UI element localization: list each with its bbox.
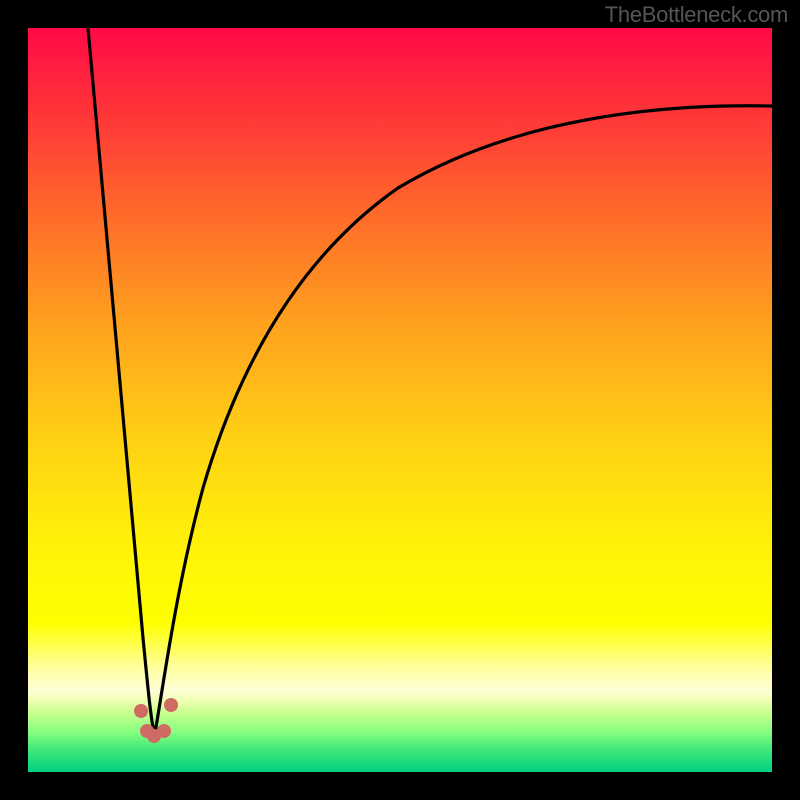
valley-marker-dot [164,698,178,712]
watermark-text: TheBottleneck.com [605,2,788,28]
chart-plot-area [28,28,772,772]
valley-marker-dot [134,704,148,718]
bottleneck-curve [28,28,772,772]
valley-marker-dot [157,724,171,738]
